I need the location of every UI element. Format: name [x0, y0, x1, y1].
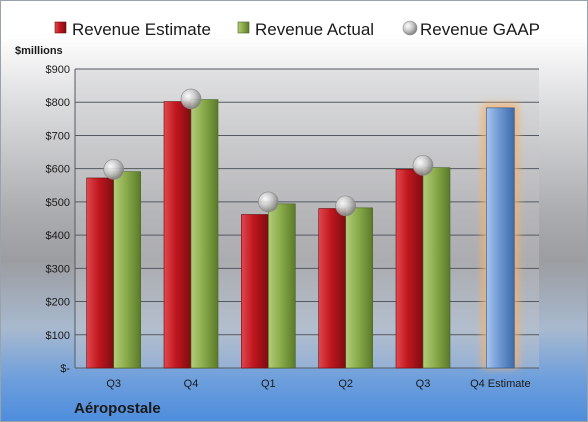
bar-revenue-actual	[190, 99, 219, 369]
y-tick-label: $200	[46, 297, 70, 309]
bar-revenue-estimate	[395, 169, 424, 369]
y-tick-label: $100	[46, 330, 70, 342]
legend-swatch	[402, 20, 418, 36]
marker-revenue-gaap	[258, 191, 279, 213]
bar-revenue-actual	[113, 171, 141, 369]
x-tick-label: Q1	[261, 378, 276, 390]
y-tick-label: $300	[46, 263, 70, 275]
legend-revenue-gaap: Revenue GAAP	[402, 20, 540, 39]
legend-label: Revenue Estimate	[72, 20, 211, 39]
bar-revenue-estimate	[241, 214, 269, 369]
legend-swatch	[237, 21, 250, 34]
legend-label: Revenue Actual	[255, 20, 374, 39]
x-tick-label: Q3	[106, 378, 121, 390]
y-tick-label: $800	[46, 97, 70, 109]
plot-area	[75, 69, 539, 368]
bar-revenue-estimate	[163, 101, 192, 369]
bar-q4-estimate	[486, 107, 515, 369]
legend-label: Revenue GAAP	[420, 20, 540, 39]
x-tick-label: Q4	[184, 378, 199, 390]
marker-revenue-gaap	[103, 159, 124, 180]
bar-revenue-estimate	[86, 177, 114, 369]
x-tick-label: Q4 Estimate	[470, 378, 531, 390]
marker-revenue-gaap	[412, 155, 434, 176]
y-tick-label: $700	[46, 130, 70, 142]
x-tick-label: Q3	[416, 378, 431, 390]
bar-revenue-actual	[422, 167, 451, 369]
y-tick-label: $400	[46, 230, 70, 242]
x-tick-label: Q2	[338, 378, 353, 390]
legend-revenue-estimate: Revenue Estimate	[54, 20, 211, 39]
legend-swatch	[54, 21, 67, 34]
bar-revenue-actual	[345, 207, 373, 369]
y-tick-label: $900	[46, 64, 70, 76]
y-tick-label: $600	[46, 164, 70, 176]
y-axis-unit-label: $millions	[15, 45, 63, 57]
y-tick-label: $-	[60, 363, 70, 375]
bar-revenue-estimate	[318, 208, 346, 369]
y-tick-label: $500	[46, 197, 70, 209]
bar-revenue-actual	[268, 203, 296, 369]
marker-revenue-gaap	[335, 195, 356, 217]
legend-revenue-actual: Revenue Actual	[237, 20, 374, 39]
marker-revenue-gaap	[180, 88, 202, 110]
company-name: Aéropostale	[74, 400, 161, 417]
